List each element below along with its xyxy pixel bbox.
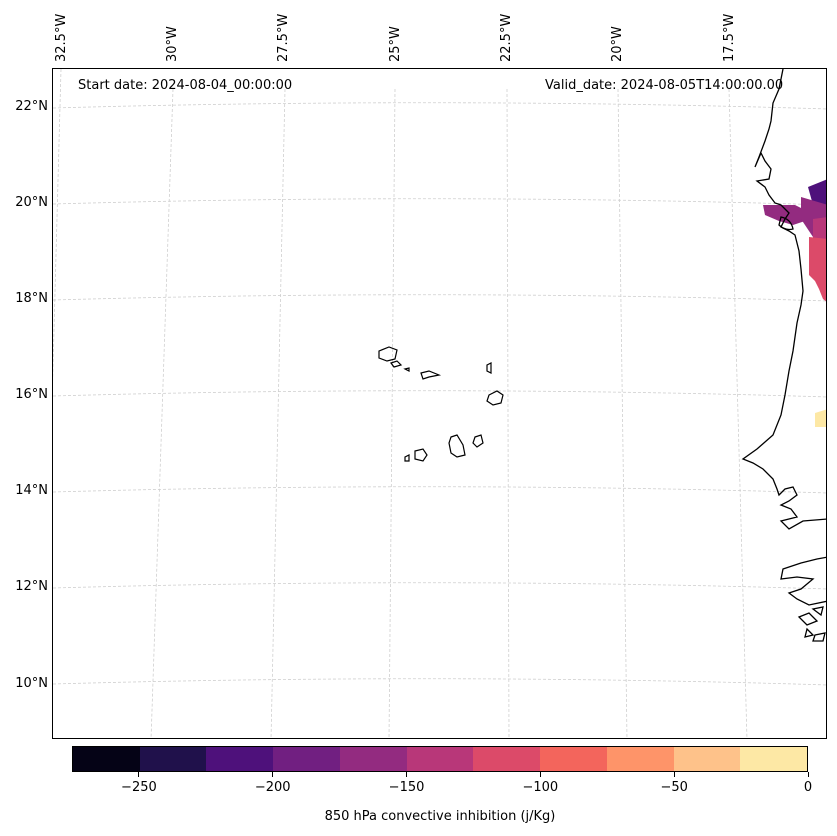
lon-label: 30°W <box>165 26 180 62</box>
colorbar-tick <box>539 772 541 777</box>
colorbar-segment <box>73 747 140 771</box>
island-boa-vista <box>486 390 504 406</box>
lat-label: 12°N <box>15 579 48 594</box>
colorbar-tick <box>673 772 675 777</box>
cin-patch-pink <box>809 237 826 302</box>
cin-patch-light-yellow <box>815 409 826 427</box>
lat-label: 22°N <box>15 99 48 114</box>
africa-coastline-south <box>780 556 826 606</box>
cin-patch-magenta <box>813 217 826 241</box>
meridian-32-5w <box>53 69 62 383</box>
island-fogo <box>414 448 428 462</box>
parallel-10n <box>53 678 826 686</box>
colorbar-tick <box>272 772 274 777</box>
meridian-30w <box>150 88 174 738</box>
colorbar-tick-label: 0 <box>803 780 813 795</box>
colorbar-tick <box>138 772 140 777</box>
meridian-17-5w <box>728 88 748 738</box>
start-date-label: Start date: 2024-08-04_00:00:00 <box>78 78 293 93</box>
colorbar-label: 850 hPa convective inhibition (j/Kg) <box>324 809 556 824</box>
graticule <box>53 69 826 738</box>
lon-label: 17.5°W <box>722 13 737 62</box>
colorbar-segment <box>339 747 407 771</box>
map-panel <box>52 68 827 739</box>
parallel-18n <box>53 294 826 302</box>
colorbar <box>72 746 808 772</box>
island-sao-vicente <box>390 360 403 368</box>
colorbar-tick-label: −250 <box>121 780 157 795</box>
island-santiago <box>448 434 466 458</box>
lon-label: 27.5°W <box>276 13 291 62</box>
lat-label: 20°N <box>15 195 48 210</box>
parallel-22n <box>53 102 826 110</box>
parallel-12n <box>53 582 826 590</box>
meridian-27-5w <box>270 88 286 738</box>
colorbar-segment <box>540 747 607 771</box>
colorbar-tick <box>807 772 809 777</box>
africa-coastline-north <box>741 69 826 530</box>
coastlines <box>741 69 826 642</box>
meridian-22-5w <box>506 88 510 738</box>
meridian-20w <box>617 88 628 738</box>
map-canvas <box>53 69 826 738</box>
colorbar-segment <box>473 747 541 771</box>
colorbar-tick-label: −50 <box>660 780 688 795</box>
island-santo-antao <box>378 346 398 362</box>
cin-filled-contours <box>763 179 826 427</box>
lon-label: 22.5°W <box>499 13 514 62</box>
lat-label: 10°N <box>15 676 48 691</box>
cin-patch-dark-purple <box>808 179 826 205</box>
island-sao-nicolau <box>420 370 442 380</box>
colorbar-tick-label: −150 <box>388 780 425 795</box>
lat-label: 16°N <box>15 387 48 402</box>
colorbar-segment <box>606 747 674 771</box>
colorbar-segment <box>673 747 741 771</box>
colorbar-segment <box>139 747 207 771</box>
colorbar-tick <box>406 772 408 777</box>
cape-verde-islands <box>378 346 504 462</box>
lon-label: 20°W <box>610 26 625 62</box>
bijagos-islands <box>797 606 826 642</box>
valid-date-label: Valid_date: 2024-08-05T14:00:00.00 <box>545 78 784 93</box>
island-maio <box>472 434 484 448</box>
lon-label: 32.5°W <box>54 13 69 62</box>
island-santa-luzia <box>403 367 410 372</box>
parallel-14n <box>53 486 826 494</box>
colorbar-tick-label: −200 <box>254 780 291 795</box>
lat-label: 14°N <box>15 483 48 498</box>
island-sal <box>486 362 492 374</box>
meridian-25w <box>388 88 396 738</box>
colorbar-segment <box>406 747 474 771</box>
arguin-bay-inlet <box>778 216 794 231</box>
colorbar-tick-label: −100 <box>522 780 559 795</box>
parallel-20n <box>53 198 826 206</box>
lon-label: 25°W <box>388 26 403 62</box>
colorbar-segment <box>206 747 274 771</box>
parallel-16n <box>53 390 826 398</box>
lat-label: 18°N <box>15 291 48 306</box>
island-brava <box>404 454 410 462</box>
colorbar-segment <box>740 747 808 771</box>
colorbar-segment <box>273 747 340 771</box>
